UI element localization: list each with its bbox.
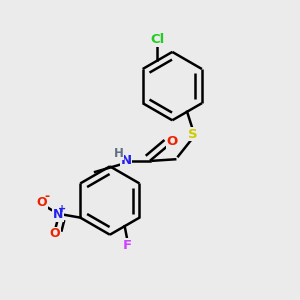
Text: +: + bbox=[58, 204, 67, 214]
Text: O: O bbox=[50, 227, 60, 241]
Text: O: O bbox=[36, 196, 47, 209]
Text: -: - bbox=[44, 190, 50, 203]
Text: H: H bbox=[114, 147, 124, 160]
Text: N: N bbox=[53, 208, 63, 221]
Text: O: O bbox=[167, 135, 178, 148]
Text: Cl: Cl bbox=[150, 33, 165, 46]
Text: F: F bbox=[123, 239, 132, 252]
Text: N: N bbox=[121, 154, 132, 167]
Text: S: S bbox=[188, 128, 198, 140]
